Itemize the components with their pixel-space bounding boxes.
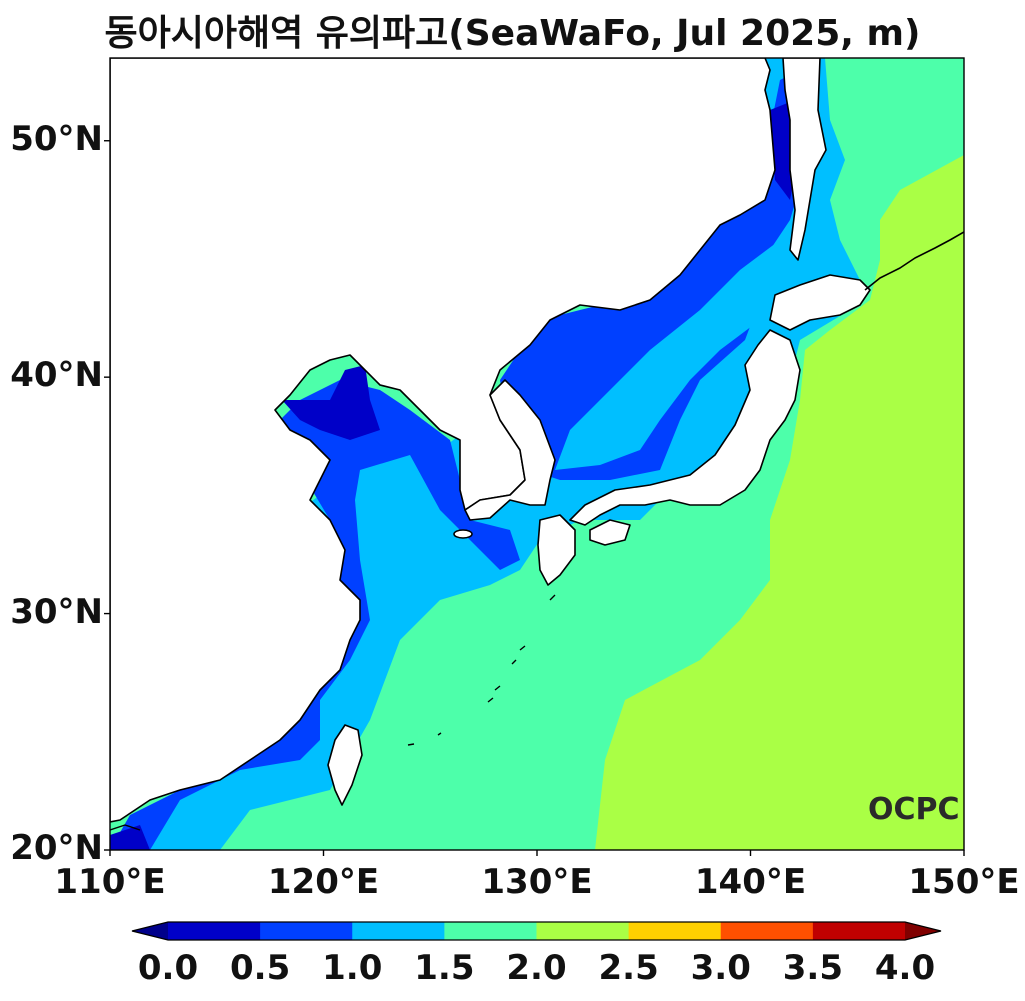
x-tick-label: 150°E: [908, 862, 1020, 902]
taiwan: [327, 724, 363, 806]
wave-height-field: [110, 58, 964, 850]
colorbar-segment: [168, 922, 261, 940]
colorbar-segment: [536, 922, 630, 940]
band-0.5-1.0-east-sea: [500, 70, 805, 480]
colorbar-segment: [260, 922, 353, 940]
y-tick-label: 30°N: [10, 591, 103, 632]
x-tick-label: 110°E: [54, 862, 166, 902]
x-tick-label: 120°E: [267, 862, 380, 902]
band-1.0-1.5-east-sea-core: [555, 240, 790, 470]
ocpc-logo: OCPC: [868, 792, 960, 827]
colorbar-tick-label: 3.0: [690, 948, 751, 988]
shikoku: [589, 519, 631, 546]
band-0.0-0.5-bohai: [282, 365, 380, 440]
band-0.0-0.5-south: [110, 825, 150, 850]
land: [110, 58, 964, 831]
colorbar-tick-label: 0.5: [230, 948, 291, 988]
colorbar-tick-label: 3.5: [782, 948, 843, 988]
colorbar-segment: [812, 922, 906, 940]
colorbar-outline: [131, 921, 942, 941]
colorbar-tick-label: 1.0: [322, 948, 383, 988]
map-title: 동아시아해역 유의파고(SeaWaFo, Jul 2025, m): [104, 13, 921, 54]
colorbar-segment: [444, 922, 537, 940]
mainland-asia: [110, 58, 776, 823]
y-tick-label: 40°N: [10, 355, 103, 396]
axis-ticks: [104, 140, 965, 856]
ryukyu-islands: [407, 594, 556, 746]
colorbar-segment: [628, 922, 722, 940]
colorbar-tick-label: 2.5: [598, 948, 659, 988]
hokkaido: [769, 274, 871, 331]
x-tick-label: 140°E: [694, 862, 807, 902]
sakhalin: [782, 58, 827, 261]
y-tick-label: 20°N: [10, 828, 103, 868]
colorbar-over-arrow: [905, 922, 941, 940]
honshu: [569, 329, 801, 526]
colorbar-tick-label: 4.0: [874, 948, 936, 988]
colorbar-tick-label: 2.0: [506, 948, 567, 988]
colorbar: [131, 921, 942, 941]
jeju: [453, 529, 473, 539]
colorbar-segment: [720, 922, 814, 940]
x-tick-label: 130°E: [481, 862, 593, 902]
colorbar-tick-label: 0.0: [137, 948, 199, 988]
kuril-islands: [864, 231, 964, 291]
y-tick-label: 50°N: [10, 118, 103, 159]
colorbar-under-arrow: [132, 922, 168, 940]
colorbar-segment: [352, 922, 445, 940]
colorbar-tick-label: 1.5: [414, 948, 475, 988]
korean-peninsula: [464, 379, 556, 521]
kyushu: [537, 514, 576, 586]
hainan-coast: [110, 824, 141, 831]
